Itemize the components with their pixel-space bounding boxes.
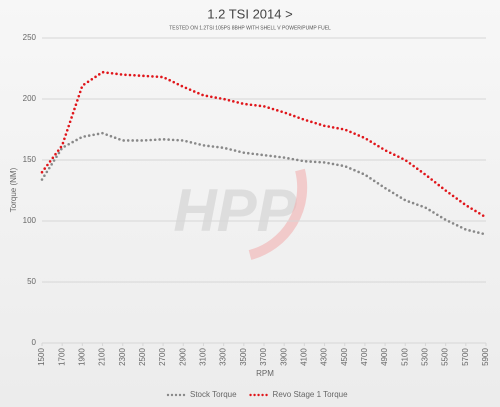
x-tick-label: 4300 <box>320 348 329 366</box>
y-tick-label: 250 <box>23 33 37 42</box>
y-tick-label: 150 <box>23 155 37 164</box>
watermark: HPP <box>173 177 297 244</box>
legend-label: Stock Torque <box>190 390 237 399</box>
chart-subtitle: TESTED ON 1.2TSI 105PS 8BHP WITH SHELL V… <box>169 25 331 31</box>
chart-title: 1.2 TSI 2014 > <box>207 6 292 21</box>
x-tick-label: 3700 <box>259 348 268 366</box>
series-line <box>40 70 488 219</box>
x-tick-label: 2300 <box>118 348 127 366</box>
y-tick-label: 200 <box>23 94 37 103</box>
x-tick-label: 5100 <box>400 348 409 366</box>
x-tick-label: 4100 <box>299 348 308 366</box>
x-tick-label: 1500 <box>37 348 46 366</box>
x-tick-label: 1700 <box>57 348 66 366</box>
x-axis-label: RPM <box>256 369 274 378</box>
series-line <box>40 131 488 236</box>
x-tick-label: 1900 <box>77 348 86 366</box>
x-tick-label: 5500 <box>441 348 450 366</box>
x-tick-label: 2900 <box>178 348 187 366</box>
x-tick-label: 2700 <box>158 348 167 366</box>
x-tick-label: 5900 <box>481 348 490 366</box>
x-tick-label: 4900 <box>380 348 389 366</box>
x-tick-label: 4500 <box>340 348 349 366</box>
x-tick-label: 4700 <box>360 348 369 366</box>
legend-label: Revo Stage 1 Torque <box>273 390 349 399</box>
y-tick-label: 100 <box>23 216 37 225</box>
x-tick-label: 3300 <box>219 348 228 366</box>
logo-arc <box>248 168 308 260</box>
x-tick-label: 3900 <box>279 348 288 366</box>
x-tick-label: 2100 <box>98 348 107 366</box>
x-tick-label: 3500 <box>239 348 248 366</box>
y-tick-label: 50 <box>27 277 36 286</box>
x-tick-label: 5700 <box>461 348 470 366</box>
y-tick-label: 0 <box>32 338 37 347</box>
x-tick-label: 5300 <box>421 348 430 366</box>
x-tick-label: 2500 <box>138 348 147 366</box>
x-tick-label: 3100 <box>199 348 208 366</box>
y-axis-label: Torque (NM) <box>9 167 18 212</box>
